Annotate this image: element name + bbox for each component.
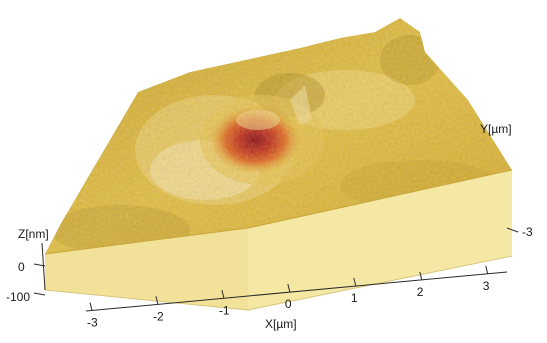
y-axis-tick-line (506, 227, 519, 233)
base-front-face (45, 228, 248, 310)
x-axis-tick-label-2: -1 (219, 303, 230, 317)
z-axis-tick-0 (33, 263, 46, 267)
x-axis-tick-2 (221, 290, 225, 299)
x-axis-title: X[µm] (265, 317, 297, 331)
base-right-face (248, 170, 512, 310)
x-axis-tick-label-5: 2 (417, 285, 424, 299)
x-axis-line (85, 271, 508, 312)
y-axis-title: Y[µm] (480, 122, 512, 136)
y-axis: -3 Y[µm] (480, 122, 533, 239)
z-axis-tick-label-0: 0 (18, 260, 25, 274)
x-axis-tick-3 (287, 284, 291, 293)
x-axis-tick-4 (353, 277, 357, 287)
x-axis-tick-5 (419, 271, 423, 281)
z-axis-title: Z[nm] (18, 227, 49, 241)
z-axis-tick-minus100 (33, 292, 46, 296)
x-axis: -3 -2 -1 0 1 2 3 X[µm] (85, 265, 508, 331)
x-axis-tick-1 (155, 296, 159, 305)
x-axis-tick-0 (89, 302, 93, 311)
x-axis-ticks: -3 -2 -1 0 1 2 3 (87, 265, 490, 330)
x-axis-tick-label-1: -2 (153, 309, 164, 323)
x-axis-tick-label-3: 0 (285, 297, 292, 311)
z-axis-tick-label-minus100: -100 (6, 290, 30, 304)
x-axis-tick-6 (485, 265, 489, 274)
x-axis-tick-label-4: 1 (351, 291, 358, 305)
surface-base-block (44, 170, 513, 311)
z-axis: 0 -100 Z[nm] (6, 227, 49, 304)
y-axis-tick-label: -3 (522, 225, 533, 239)
x-axis-tick-label-6: 3 (483, 279, 490, 293)
x-axis-tick-label-0: -3 (87, 316, 98, 330)
z-axis-line (41, 242, 46, 291)
